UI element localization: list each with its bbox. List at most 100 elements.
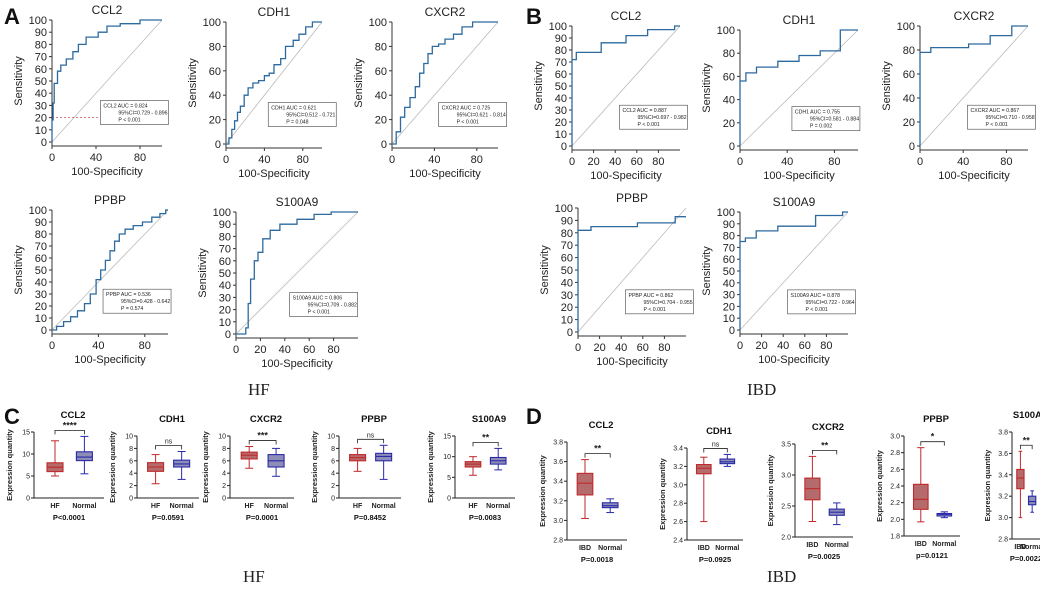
y-tick-label: 3.8 [998, 430, 1008, 437]
x-tick-label: 0 [49, 152, 55, 164]
auc-annotation-line: 95%CI=0.704 - 0.955 [644, 300, 693, 306]
roc-curve [739, 29, 858, 146]
chart-title: CCL2 [611, 9, 642, 23]
chart-title: CXCR2 [954, 9, 995, 23]
auc-annotation-line: P < 0.001 [644, 307, 666, 313]
chart-title: PPBP [616, 191, 648, 205]
y-tick-label: 40 [219, 280, 231, 292]
y-tick-label: 100 [549, 21, 567, 33]
y-tick-label: 2.0 [781, 535, 791, 542]
significance-label: ** [1023, 435, 1031, 445]
y-tick-label: 50 [219, 268, 231, 280]
y-tick-label: 70 [555, 57, 567, 69]
group-label-c: HF [243, 567, 265, 586]
y-tick-label: 50 [561, 265, 573, 277]
auc-annotation-line: P < 0.001 [638, 122, 660, 128]
y-tick-label: 80 [555, 45, 567, 57]
auc-annotation-line: CXCR2 AUC = 0.867 [971, 108, 1020, 114]
chart-title: CXCR2 [250, 414, 282, 425]
significance-label: ** [821, 440, 829, 450]
y-axis-label: Expression quantity [310, 430, 319, 503]
x-axis-label: 100-Specificity [74, 354, 146, 366]
auc-annotation-box [438, 102, 507, 127]
significance-label: ns [712, 441, 720, 448]
roc-curve [226, 21, 322, 145]
y-tick-label: 1.8 [890, 534, 900, 541]
y-axis-label: Sensitivity [187, 58, 199, 108]
x-axis-label: 100-Specificity [238, 168, 310, 180]
box-chart-c-s100a9: S100A9 0 5 10 15 Expression quantity HF Normal *… [426, 414, 515, 522]
significance-bracket [703, 448, 728, 453]
y-tick-label: 6 [222, 458, 226, 465]
category-label: Normal [486, 503, 510, 510]
chart-title: PPBP [923, 414, 950, 425]
y-tick-label: 10 [125, 434, 133, 441]
box-chart-c-ppbp: PPBP 0 2 4 6 8 10 Expression quantity HF Normal ns… [310, 414, 401, 522]
y-tick-label: 0 [26, 496, 30, 503]
y-tick-label: 60 [723, 254, 735, 266]
y-tick-label: 100 [213, 207, 231, 219]
y-tick-label: 2.4 [890, 484, 900, 491]
y-tick-label: 0 [561, 141, 567, 153]
auc-annotation-line: CDH1 AUC = 0.755 [795, 110, 840, 116]
chart-title: S100A9 [773, 195, 816, 209]
chart-title: CDH1 [258, 5, 291, 19]
x-tick-label: 80 [820, 340, 832, 352]
panel-label-b: B [526, 4, 542, 29]
category-label: IBD [698, 545, 710, 552]
box-normal [1027, 495, 1037, 506]
roc-curve [577, 216, 686, 332]
reference-diagonal [51, 209, 169, 331]
auc-annotation-line: 95%CI=0.729 - 0.896 [118, 111, 167, 117]
y-tick-label: 8 [331, 446, 335, 453]
y-tick-label: 90 [35, 27, 47, 39]
auc-annotation-line: P = 0.048 [286, 120, 308, 126]
category-label: IBD [806, 542, 818, 549]
x-axis-label: 100-Specificity [758, 354, 830, 366]
y-axis-label: Sensitivity [13, 245, 25, 295]
auc-annotation-line: CCL2 AUC = 0.824 [103, 104, 147, 110]
y-tick-label: 10 [35, 313, 47, 325]
y-tick-label: 70 [561, 240, 573, 252]
y-tick-label: 80 [903, 45, 915, 57]
significance-label: * [931, 432, 935, 442]
significance-label: ** [594, 444, 602, 454]
y-tick-label: 3.2 [673, 464, 683, 471]
x-tick-label: 0 [569, 156, 575, 168]
x-tick-label: 40 [957, 156, 969, 168]
y-tick-label: 8 [129, 446, 133, 453]
auc-annotation-box [100, 100, 169, 125]
reference-diagonal [739, 211, 849, 331]
y-tick-label: 30 [35, 100, 47, 112]
y-tick-label: 0 [567, 327, 573, 339]
roc-curve [236, 211, 358, 335]
category-label: Normal [170, 503, 194, 510]
y-tick-label: 60 [723, 71, 735, 83]
box-ibd [1016, 468, 1025, 490]
y-tick-label: 100 [555, 203, 573, 215]
reference-diagonal [235, 211, 359, 335]
auc-annotation-box [787, 289, 856, 315]
y-tick-label: 3.2 [553, 498, 563, 505]
roc-chart-b-cxcr2: CXCR2 0 20 40 60 80 100 0 40 80 100-Specificity Sen… [881, 9, 1036, 182]
auc-annotation-line: CXCR2 AUC = 0.725 [442, 106, 491, 112]
x-tick-label: 80 [1000, 156, 1012, 168]
chart-title: CXCR2 [812, 422, 844, 433]
x-tick-label: 40 [279, 344, 291, 356]
auc-annotation-line: 95%CI=0.428 - 0.642 [121, 299, 170, 305]
y-axis-label: Sensitivity [197, 248, 209, 298]
y-tick-label: 30 [219, 292, 231, 304]
significance-bracket [155, 445, 183, 450]
y-tick-label: 80 [723, 48, 735, 60]
y-axis-label: Expression quantity [983, 449, 992, 522]
x-tick-label: 60 [303, 344, 315, 356]
y-tick-label: 0 [909, 141, 915, 153]
y-axis-label: Expression quantity [108, 430, 117, 503]
x-tick-label: 0 [389, 154, 395, 166]
x-axis-label: 100-Specificity [409, 168, 481, 180]
category-label: Normal [72, 503, 96, 510]
y-tick-label: 3.0 [553, 518, 563, 525]
y-axis-label: Sensitivity [353, 58, 365, 108]
x-tick-label: 40 [90, 152, 102, 164]
